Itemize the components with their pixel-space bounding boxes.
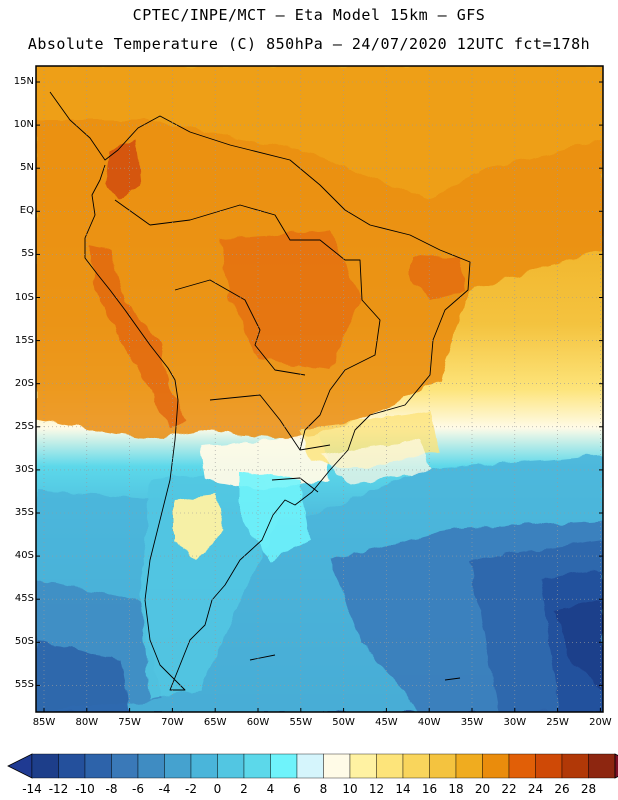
- colorbar-label: 2: [240, 782, 248, 796]
- colorbar-swatch: [84, 753, 112, 779]
- colorbar-swatch: [111, 753, 139, 779]
- longitude-label: 30W: [503, 717, 527, 728]
- longitude-label: 25W: [546, 717, 569, 728]
- map-frame: [35, 65, 604, 713]
- latitude-label: 50S: [14, 636, 34, 648]
- latitude-label: EQ: [19, 205, 34, 217]
- longitude-label: 65W: [203, 717, 227, 728]
- colorbar-label: 8: [319, 782, 328, 796]
- chart-title-line-2: Absolute Temperature (C) 850hPa – 24/07/…: [27, 35, 591, 53]
- latitude-label: 30S: [14, 463, 34, 475]
- longitude-label: 35W: [460, 717, 484, 728]
- longitude-label: 80W: [75, 717, 99, 728]
- colorbar-swatch: [402, 753, 430, 779]
- latitude-label: 55S: [14, 679, 34, 691]
- latitude-label: 10N: [13, 119, 34, 131]
- colorbar-label: 10: [342, 782, 358, 796]
- colorbar-swatch: [323, 753, 351, 779]
- temperature-field: [36, 66, 603, 712]
- longitude-label: 60W: [246, 717, 270, 728]
- colorbar-label: -6: [132, 782, 144, 796]
- colorbar-swatch: [31, 753, 59, 779]
- colorbar-label: 12: [368, 782, 385, 796]
- longitude-label: 45W: [375, 717, 398, 728]
- longitude-label: 40W: [417, 717, 441, 728]
- colorbar-label: 14: [395, 782, 411, 796]
- longitude-label: 20W: [589, 717, 612, 728]
- longitude-label: 70W: [161, 717, 184, 728]
- colorbar-swatch: [243, 753, 271, 779]
- colorbar-over-arrow: [614, 753, 618, 779]
- latitude-label: 15N: [13, 76, 34, 87]
- colorbar-swatch: [270, 753, 298, 779]
- latitude-label: 35S: [14, 507, 34, 518]
- colorbar-label: -2: [185, 782, 197, 796]
- latitude-label: 25S: [14, 420, 34, 432]
- graticule: [36, 66, 603, 712]
- colorbar-swatch: [58, 753, 86, 779]
- latitude-label: 15S: [14, 334, 34, 346]
- colorbar-swatch: [508, 753, 536, 779]
- longitude-label: 55W: [289, 717, 313, 728]
- colorbar-swatch: [190, 753, 218, 779]
- colorbar-swatch: [164, 753, 192, 779]
- colorbar-label: 18: [448, 782, 464, 796]
- colorbar-label: 24: [527, 782, 544, 796]
- colorbar-label: -4: [158, 782, 171, 796]
- colorbar-label: 26: [554, 782, 570, 796]
- latitude-label: 20S: [14, 377, 34, 389]
- latitude-label: 40S: [14, 550, 34, 562]
- colorbar-label: 28: [580, 782, 597, 796]
- longitude-label: 50W: [332, 717, 355, 728]
- coastline-borders: [49, 91, 471, 691]
- colorbar-label: 0: [213, 782, 222, 796]
- colorbar-label: -10: [75, 782, 95, 796]
- latitude-label: 5N: [20, 162, 34, 174]
- colorbar-label: -12: [48, 782, 69, 796]
- colorbar-under-arrow: [7, 753, 33, 779]
- colorbar-swatch: [561, 753, 589, 779]
- colorbar-label: 4: [266, 782, 275, 796]
- latitude-label: 45S: [14, 593, 34, 605]
- latitude-label: 5S: [21, 248, 34, 260]
- longitude-label: 85W: [32, 717, 56, 728]
- colorbar-swatch: [588, 753, 616, 779]
- colorbar-swatch: [455, 753, 483, 779]
- colorbar-swatch: [429, 753, 457, 779]
- colorbar-swatch: [137, 753, 165, 779]
- colorbar-label: -14: [22, 782, 42, 796]
- colorbar-swatch: [296, 753, 324, 779]
- colorbar-swatch: [482, 753, 510, 779]
- colorbar-label: -8: [105, 782, 118, 796]
- colorbar-label: 6: [293, 782, 301, 796]
- colorbar-label: 16: [421, 782, 438, 796]
- chart-title-line-1: CPTEC/INPE/MCT – Eta Model 15km – GFS: [132, 6, 486, 24]
- colorbar: [7, 753, 618, 779]
- colorbar-swatch: [376, 753, 404, 779]
- colorbar-swatch: [535, 753, 563, 779]
- colorbar-label: 22: [501, 782, 517, 796]
- colorbar-swatch: [217, 753, 245, 779]
- colorbar-label: 20: [474, 782, 491, 796]
- longitude-label: 75W: [118, 717, 141, 728]
- colorbar-swatch: [349, 753, 377, 779]
- latitude-label: 10S: [14, 291, 34, 303]
